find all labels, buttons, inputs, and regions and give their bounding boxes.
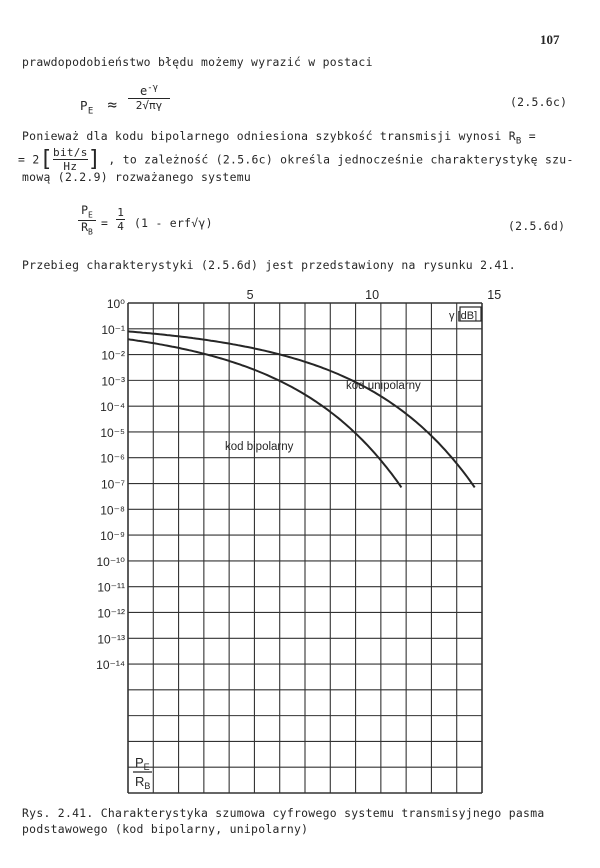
- eq1-denominator: 2√πγ: [135, 99, 163, 112]
- y-label-den: RB: [135, 774, 150, 791]
- eq2-rhs: (1 - erf√γ): [134, 216, 213, 230]
- chart-grid: [127, 302, 483, 794]
- unit-denominator: Hz: [63, 160, 78, 173]
- text-line-1: prawdopodobieństwo błędu możemy wyrazić …: [22, 55, 373, 69]
- eq2-lhs-num-sub: E: [88, 210, 93, 220]
- y-tick-label: 10⁻¹³: [97, 632, 125, 646]
- x-unit-box: [459, 306, 482, 322]
- curve-unipolar: [127, 330, 476, 488]
- text-line-2: Ponieważ dla kodu bipolarnego odniesiona…: [22, 129, 536, 146]
- figure-caption-line-1: Rys. 2.41. Charakterystyka szumowa cyfro…: [22, 806, 545, 820]
- para2-line1-text: Ponieważ dla kodu bipolarnego odniesiona…: [22, 129, 516, 143]
- y-tick-label: 10⁻¹⁰: [97, 555, 126, 569]
- y-tick-label: 10⁻³: [101, 374, 125, 388]
- eq1-approx: ≈: [107, 95, 118, 114]
- y-tick-label: 10⁻⁴: [100, 400, 125, 414]
- y-tick-label: 10⁻⁶: [100, 452, 125, 466]
- series-label-bipolar: kod bipolarny: [225, 441, 294, 453]
- y-label-den-sub: B: [144, 781, 150, 791]
- y-axis-ticks: 10⁰ 10⁻¹ 10⁻² 10⁻³ 10⁻⁴ 10⁻⁵ 10⁻⁶ 10⁻⁷ 10⁻⁸ 10⁻⁹ 1…: [96, 297, 125, 672]
- text-line-4: mową (2.2.9) rozważanego systemu: [22, 170, 252, 184]
- x-unit-label: γ [dB]: [449, 310, 477, 322]
- eq1-numerator-exp: -γ: [147, 83, 159, 93]
- x-axis-ticks: 5 10 15: [247, 288, 502, 302]
- y-label-num-main: P: [135, 755, 144, 770]
- y-label-num: PE: [135, 755, 150, 772]
- eq1-number: (2.5.6c): [510, 95, 568, 109]
- para2-line2-rest: , to zależność (2.5.6c) określa jednocze…: [108, 152, 574, 167]
- curve-bipolar: [127, 338, 403, 488]
- y-label-num-sub: E: [144, 762, 150, 772]
- eq1-lhs: P: [80, 98, 88, 113]
- eq2-equals: =: [101, 216, 109, 230]
- curves: [127, 330, 476, 488]
- y-tick-label: 10⁻¹: [101, 323, 125, 337]
- series-label-unipolar: kod unipolarny: [346, 380, 421, 392]
- text-line-5: Przebieg charakterystyki (2.5.6d) jest p…: [22, 258, 516, 272]
- eq2-lhs-den-sub: B: [88, 227, 93, 237]
- y-tick-label: 10⁻⁹: [100, 529, 125, 543]
- y-tick-label: 10⁻¹¹: [97, 581, 125, 595]
- eq2-coef-den: 4: [117, 220, 124, 233]
- eq1-lhs-sub: E: [87, 106, 94, 117]
- x-tick-label: 5: [247, 288, 254, 302]
- eq2-number: (2.5.6d): [508, 219, 566, 233]
- eq2-lhs-den: R: [81, 220, 89, 235]
- eq2-lhs-num: P: [81, 203, 89, 217]
- x-tick-label: 15: [487, 288, 501, 302]
- x-tick-label: 10: [365, 288, 379, 302]
- y-label-den-main: R: [135, 774, 144, 789]
- figure-caption-line-2: podstawowego (kod bipolarny, unipolarny): [22, 822, 309, 836]
- y-tick-label: 10⁻¹⁴: [96, 658, 125, 672]
- text-line-3: = 2[ bit/s Hz ] , to zależność (2.5.6c) …: [18, 146, 574, 173]
- eq2-coef-num: 1: [117, 206, 124, 219]
- eq1-numerator: e: [139, 84, 148, 98]
- para2-line1-sub: B: [515, 136, 522, 147]
- y-tick-label: 10⁻¹²: [97, 606, 125, 620]
- y-tick-label: 10⁻⁷: [101, 478, 125, 492]
- page-number: 107: [540, 32, 560, 47]
- para2-line1-end: =: [528, 129, 536, 143]
- y-tick-label: 10⁻⁵: [100, 426, 125, 440]
- y-tick-label: 10⁻⁸: [100, 503, 125, 517]
- y-tick-label: 10⁻²: [101, 349, 125, 363]
- unit-numerator: bit/s: [53, 146, 88, 159]
- y-tick-label: 10⁰: [107, 297, 125, 311]
- para2-line2-prefix: = 2: [18, 152, 40, 167]
